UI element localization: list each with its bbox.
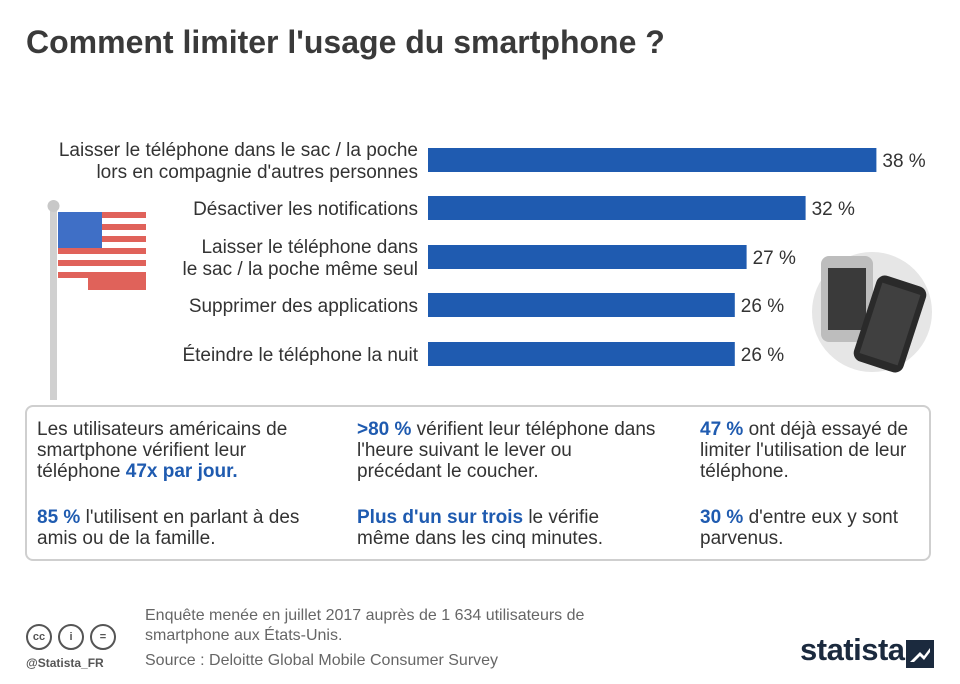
- fact-tried-limit: 47 % ont déjà essayé de limiter l'utilis…: [700, 419, 909, 482]
- fact-five-minutes: Plus d'un sur trois le vérifie même dans…: [357, 507, 604, 549]
- twitter-handle: @Statista_FR: [26, 656, 104, 670]
- statista-logo-icon: [906, 640, 934, 668]
- source-text: Source : Deloitte Global Mobile Consumer…: [145, 652, 499, 669]
- nd-icon: =: [90, 624, 116, 650]
- bar-3: [428, 293, 735, 317]
- fact-social-use: 85 % l'utilisent en parlant à des amis o…: [37, 507, 300, 549]
- fact-morning-evening: >80 % vérifient leur téléphone dans l'he…: [357, 419, 656, 482]
- bar-chart: 38 % Laisser le téléphone dans le sac / l…: [47, 140, 932, 400]
- fact-daily-checks: Les utilisateurs américains de smartphon…: [37, 419, 288, 482]
- facts-panel: Les utilisateurs américains de smartphon…: [25, 405, 931, 561]
- category-label-4-0: Éteindre le téléphone la nuit: [182, 345, 418, 366]
- smartphones-icon: [812, 252, 932, 373]
- value-label-1: 32 %: [812, 199, 855, 220]
- value-label-2: 27 %: [753, 248, 796, 269]
- fact-succeeded: 30 % d'entre eux y sont parvenus.: [700, 507, 898, 549]
- survey-note: Enquête menée en juillet 2017 auprès de …: [145, 607, 585, 644]
- value-label-3: 26 %: [741, 296, 784, 317]
- category-label-1-0: Désactiver les notifications: [193, 199, 418, 220]
- bar-4: [428, 342, 735, 366]
- category-label-0-1: lors en compagnie d'autres personnes: [96, 162, 418, 183]
- category-label-2-1: le sac / la poche même seul: [182, 259, 418, 280]
- category-label-0-0: Laisser le téléphone dans le sac / la po…: [59, 140, 418, 161]
- category-label-2-0: Laisser le téléphone dans: [201, 237, 418, 258]
- statista-brand: statista: [800, 632, 905, 667]
- value-label-4: 26 %: [741, 345, 784, 366]
- value-label-0: 38 %: [882, 151, 925, 172]
- category-label-3-0: Supprimer des applications: [189, 296, 418, 317]
- bar-2: [428, 245, 747, 269]
- chart-title: Comment limiter l'usage du smartphone ?: [26, 24, 665, 60]
- bar-0: [428, 148, 877, 172]
- cc-icon: cc: [26, 624, 52, 650]
- bar-1: [428, 196, 806, 220]
- by-icon: i: [58, 624, 84, 650]
- us-flag-icon: [47, 200, 146, 400]
